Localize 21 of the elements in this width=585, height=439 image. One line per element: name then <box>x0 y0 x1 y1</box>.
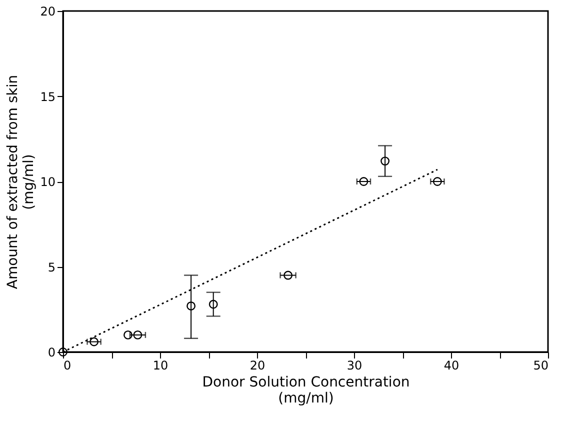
y-tick-label: 10 <box>40 175 56 189</box>
x-axis-title: Donor Solution Concentration (mg/ml) <box>202 374 410 406</box>
y-tick-label: 15 <box>40 90 56 104</box>
point <box>208 300 218 309</box>
y-tick-label: 0 <box>48 346 56 360</box>
x-tick-label: 30 <box>346 358 362 372</box>
point <box>359 177 368 186</box>
x-tick-label: 40 <box>444 358 460 372</box>
point <box>284 270 293 280</box>
point <box>90 337 99 346</box>
x-tick-label: 10 <box>152 358 168 372</box>
point <box>186 302 196 310</box>
x-tick-label: 20 <box>250 358 266 372</box>
point <box>380 156 390 166</box>
x-tick-label: 50 <box>533 358 548 372</box>
y-tick-label: 5 <box>48 260 56 274</box>
y-axis-title: Amount of extracted from skin (mg/ml) <box>5 74 38 290</box>
x-tick-label: 0 <box>64 358 72 372</box>
point <box>432 177 442 186</box>
point <box>133 330 142 340</box>
y-tick-label: 20 <box>40 4 56 18</box>
